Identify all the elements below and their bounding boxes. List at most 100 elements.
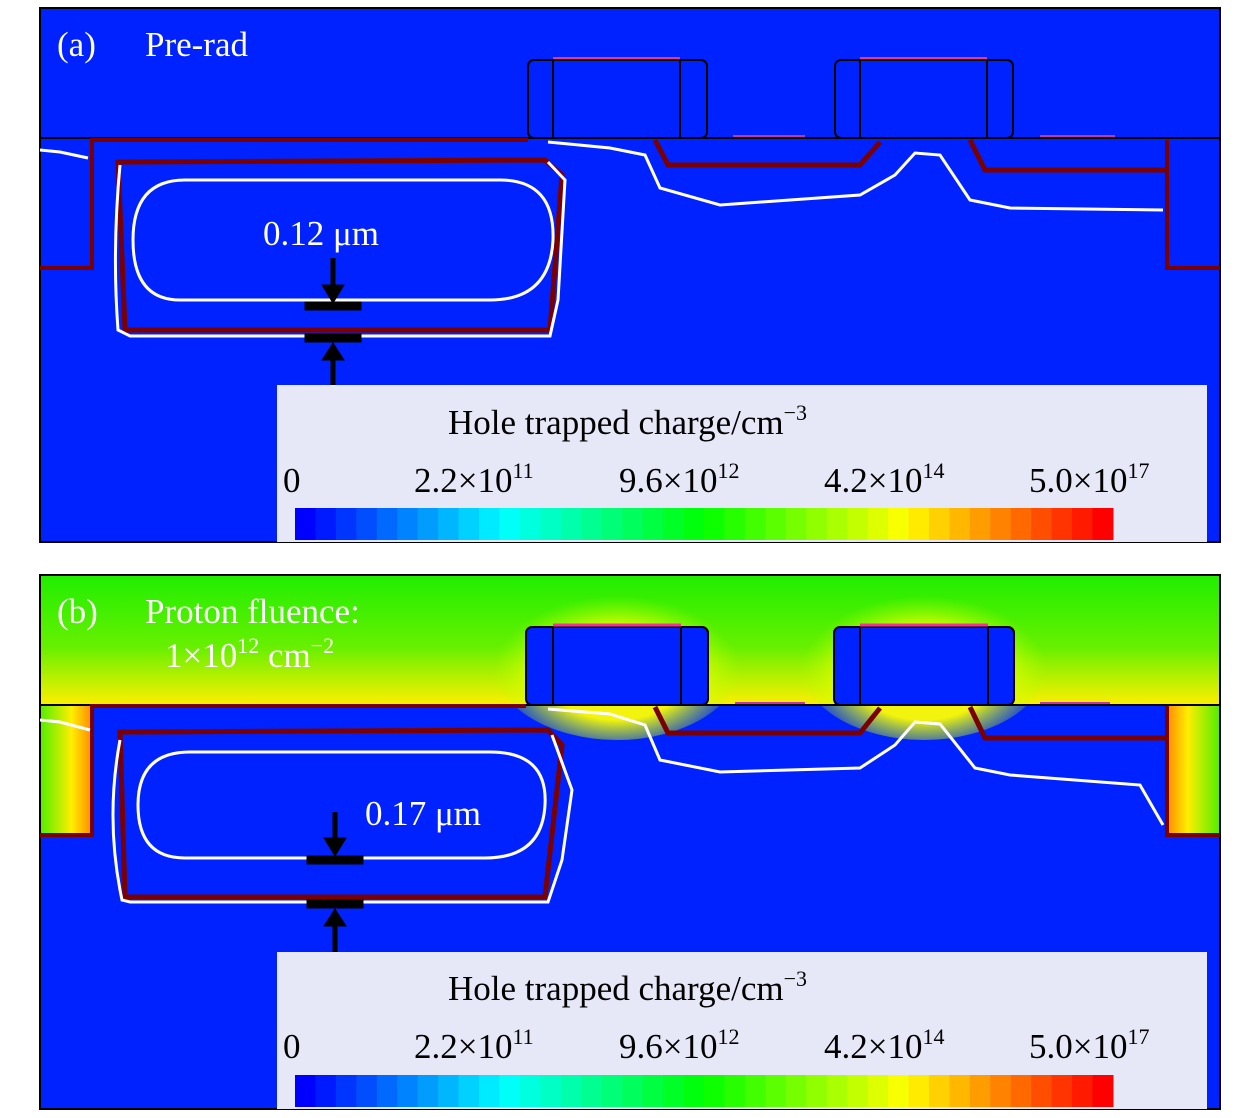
colorbar-segment	[990, 508, 1012, 540]
device-structure	[39, 57, 1220, 338]
colorbar-segment	[867, 1075, 889, 1107]
fluence-value: 1×1012 cm−2	[165, 633, 334, 675]
legend: Hole trapped charge/cm−3 0 2.2×1011 9.6×10…	[277, 385, 1207, 542]
colorbar-segment	[969, 1075, 991, 1107]
colorbar-segment	[479, 508, 500, 540]
dimension-label: 0.12 μm	[263, 214, 379, 253]
panel-a: (a) Pre-rad 0.12 μm Hole trapped charge/…	[39, 7, 1221, 543]
colorbar-segment	[1092, 508, 1114, 540]
colorbar-segment	[765, 508, 787, 540]
colorbar-segment	[683, 1075, 705, 1107]
colorbar-segment	[744, 1075, 766, 1107]
legend: Hole trapped charge/cm−3 0 2.2×1011 9.6×10…	[277, 952, 1207, 1109]
gate-1	[527, 59, 708, 139]
colorbar-segment	[847, 1075, 869, 1107]
colorbar-tick-label: 5.0×1017	[1029, 1024, 1150, 1066]
colorbar-segment	[826, 1075, 848, 1107]
panel-label: (b)	[57, 592, 98, 631]
gate-1	[525, 626, 709, 706]
colorbar-segment	[356, 1075, 378, 1107]
colorbar-segment	[969, 508, 991, 540]
colorbar-segment	[295, 508, 316, 540]
colorbar-segment	[642, 1075, 664, 1107]
colorbar-segment	[704, 1075, 725, 1107]
colorbar-segment	[397, 508, 419, 540]
colorbar-segment	[499, 508, 521, 540]
legend-title: Hole trapped charge/cm−3	[448, 966, 807, 1008]
colorbar-segment	[949, 1075, 971, 1107]
colorbar-segment	[663, 508, 685, 540]
colorbar-segment	[785, 508, 807, 540]
colorbar-segment	[867, 508, 889, 540]
colorbar	[295, 508, 1114, 540]
colorbar-segment	[335, 508, 357, 540]
colorbar-tick-label: 0	[283, 1027, 301, 1066]
dimension-label: 0.17 μm	[365, 794, 481, 833]
colorbar-segment	[540, 1075, 562, 1107]
colorbar-segment	[704, 508, 725, 540]
device-structure	[39, 623, 1220, 904]
gate-2	[833, 626, 1015, 706]
colorbar-segment	[376, 1075, 398, 1107]
colorbar-tick-label: 9.6×1012	[619, 1024, 740, 1066]
colorbar-segment	[785, 1075, 807, 1107]
colorbar-segment	[622, 508, 644, 540]
colorbar-segment	[540, 508, 562, 540]
colorbar-segment	[990, 1075, 1012, 1107]
panel-b: (b) Proton fluence: 1×1012 cm−2 0.17 μm …	[39, 574, 1221, 1110]
colorbar-segment	[806, 508, 828, 540]
colorbar-tick-label: 5.0×1017	[1029, 458, 1150, 500]
colorbar-segment	[908, 1075, 930, 1107]
colorbar-segment	[560, 1075, 582, 1107]
colorbar-segment	[397, 1075, 419, 1107]
colorbar-segment	[724, 508, 746, 540]
colorbar-segment	[601, 1075, 623, 1107]
colorbar	[295, 1075, 1114, 1107]
colorbar-segment	[438, 508, 460, 540]
colorbar-segment	[1072, 508, 1094, 540]
panel-label: (a)	[57, 25, 96, 64]
legend-title: Hole trapped charge/cm−3	[448, 400, 807, 442]
dimension-arrows	[306, 812, 364, 952]
colorbar-segment	[949, 508, 971, 540]
colorbar-segment	[928, 508, 950, 540]
colorbar-tick-label: 0	[283, 461, 301, 500]
colorbar-segment	[356, 508, 378, 540]
colorbar-segment	[888, 508, 909, 540]
colorbar-segment	[376, 508, 398, 540]
colorbar-segment	[1051, 1075, 1073, 1107]
colorbar-tick-label: 2.2×1011	[414, 1024, 534, 1066]
colorbar-segment	[683, 508, 705, 540]
colorbar-segment	[335, 1075, 357, 1107]
colorbar-segment	[1031, 508, 1053, 540]
colorbar-segment	[826, 508, 848, 540]
colorbar-segment	[458, 1075, 480, 1107]
colorbar-segment	[744, 508, 766, 540]
colorbar-segment	[847, 508, 869, 540]
colorbar-segment	[806, 1075, 828, 1107]
colorbar-segment	[438, 1075, 460, 1107]
colorbar-segment	[724, 1075, 746, 1107]
colorbar-segment	[601, 508, 623, 540]
colorbar-segment	[622, 1075, 644, 1107]
colorbar-segment	[479, 1075, 500, 1107]
colorbar-segment	[888, 1075, 909, 1107]
colorbar-segment	[1092, 1075, 1114, 1107]
colorbar-segment	[417, 1075, 439, 1107]
colorbar-tick-label: 2.2×1011	[414, 458, 534, 500]
colorbar-segment	[1072, 1075, 1094, 1107]
arrow-down-icon	[323, 837, 347, 857]
colorbar-segment	[295, 1075, 316, 1107]
dimension-arrows	[304, 258, 362, 385]
colorbar-segment	[1051, 508, 1073, 540]
colorbar-segment	[908, 508, 930, 540]
colorbar-segment	[765, 1075, 787, 1107]
colorbar-segment	[642, 508, 664, 540]
colorbar-segment	[663, 1075, 685, 1107]
colorbar-segment	[581, 508, 603, 540]
colorbar-segment	[519, 508, 541, 540]
panel-title: Pre-rad	[145, 25, 249, 64]
colorbar-tick-label: 4.2×1014	[824, 1024, 945, 1066]
colorbar-segment	[560, 508, 582, 540]
